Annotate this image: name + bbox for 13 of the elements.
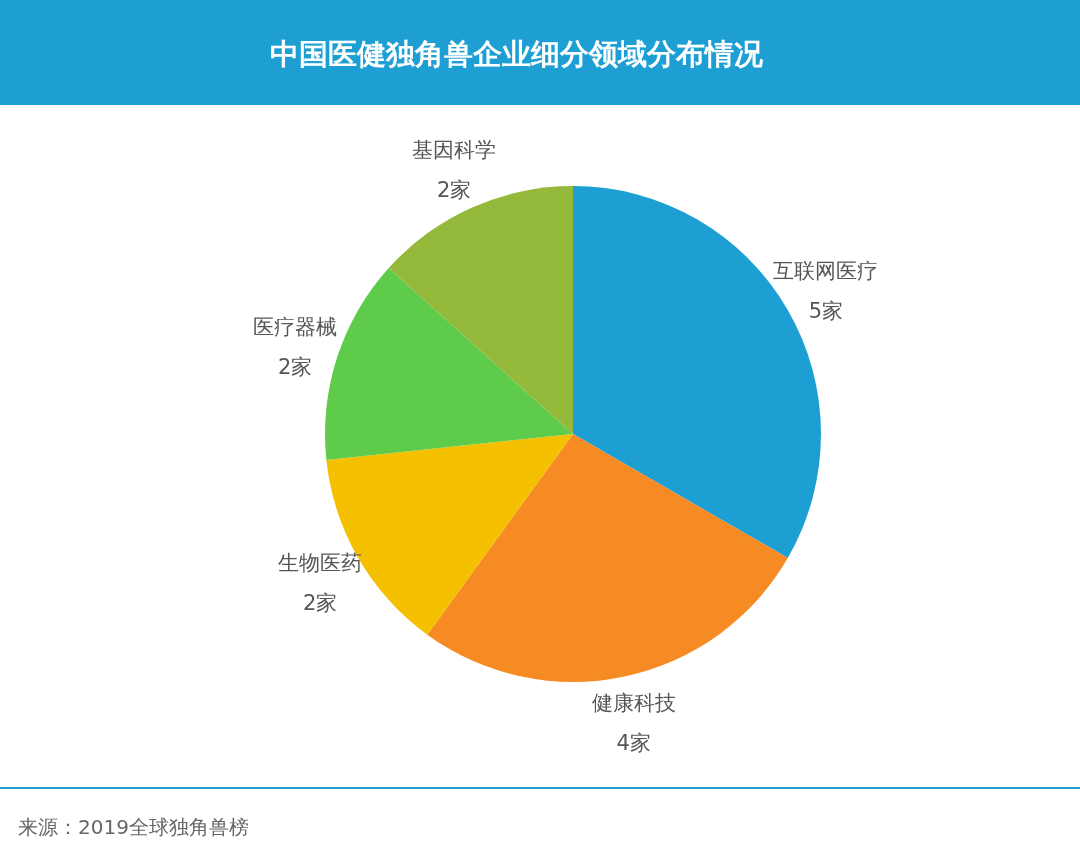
slice-label: 互联网医疗: [773, 259, 879, 283]
data-label: 2家: [437, 178, 472, 203]
data-label: 5家: [808, 299, 844, 323]
pie-slice: [427, 434, 788, 682]
data-label: 4家: [616, 730, 651, 755]
slice-label: 医疗器械: [253, 314, 338, 339]
chart-title: 中国医健独角兽企业细分领域分布情况: [270, 37, 764, 71]
slice-label: 基因科学: [412, 138, 497, 163]
data-label: 2家: [302, 591, 338, 615]
slice-label: 健康科技: [591, 690, 676, 715]
slice-label: 生物医药: [278, 551, 363, 575]
source-note: 来源：2019全球独角兽榜: [18, 815, 249, 839]
data-label: 2家: [278, 354, 313, 379]
